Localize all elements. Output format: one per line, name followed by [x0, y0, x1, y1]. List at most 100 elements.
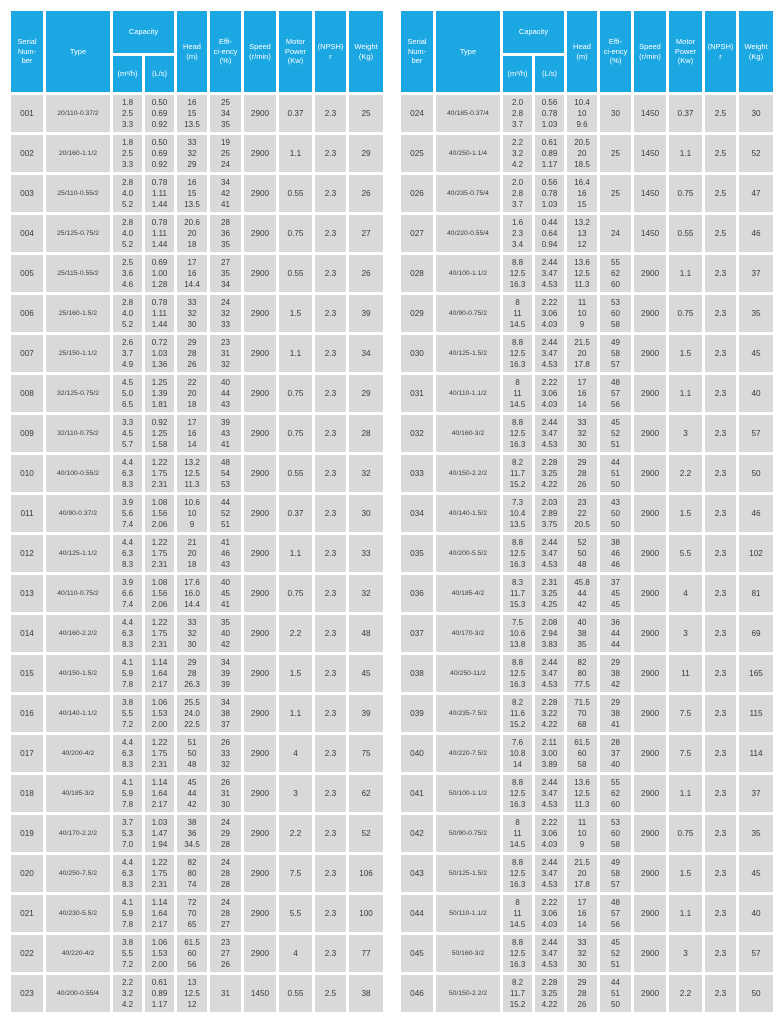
cell-serial: 041 — [401, 775, 433, 812]
cell-m3h: 3.9 5.6 7.4 — [113, 495, 142, 532]
cell-head: 16.4 16 15 — [567, 175, 597, 212]
cell-efficiency: 24 28 27 — [210, 895, 241, 932]
cell-head: 16 15 13.5 — [177, 175, 207, 212]
cell-m3h: 8 11 14.5 — [503, 895, 532, 932]
table-row: 007 25/150-1.1/2 2.6 3.7 4.9 0.72 1.03 1.36… — [11, 335, 383, 372]
cell-head: 71.5 70 68 — [567, 695, 597, 732]
cell-efficiency: 44 51 50 — [600, 975, 631, 1012]
cell-power: 1.1 — [279, 335, 312, 372]
cell-type: 40/220-0.55/4 — [436, 215, 500, 252]
cell-speed: 2900 — [244, 455, 276, 492]
table-header: Serial Num- ber Type Capacity Head (m) E… — [11, 11, 383, 92]
cell-m3h: 4.4 6.3 8.3 — [113, 735, 142, 772]
cell-speed: 2900 — [634, 815, 666, 852]
cell-npsh: 2.3 — [315, 455, 346, 492]
cell-m3h: 8.2 11.7 15.2 — [503, 455, 532, 492]
cell-npsh: 2.3 — [315, 855, 346, 892]
table-row: 042 50/90-0.75/2 8 11 14.5 2.22 3.06 4.03 11… — [401, 815, 773, 852]
cell-efficiency: 24 — [600, 215, 631, 252]
cell-serial: 013 — [11, 575, 43, 612]
cell-power: 3 — [669, 615, 702, 652]
cell-ls: 1.22 1.75 2.31 — [145, 615, 174, 652]
table-row: 008 32/125-0.75/2 4.5 5.0 6.5 1.25 1.39 1.8… — [11, 375, 383, 412]
cell-ls: 0.56 0.78 1.03 — [535, 95, 564, 132]
cell-head: 29 28 26 — [177, 335, 207, 372]
table-row: 036 40/185-4/2 8.3 11.7 15.3 2.31 3.25 4.25… — [401, 575, 773, 612]
cell-speed: 2900 — [244, 135, 276, 172]
cell-speed: 2900 — [244, 895, 276, 932]
cell-efficiency: 44 51 50 — [600, 455, 631, 492]
cell-type: 40/125-1.5/2 — [436, 335, 500, 372]
cell-head: 13.2 13 12 — [567, 215, 597, 252]
cell-m3h: 8 11 14.5 — [503, 375, 532, 412]
cell-weight: 25 — [349, 95, 383, 132]
cell-npsh: 2.3 — [315, 535, 346, 572]
cell-head: 13 12.5 12 — [177, 975, 207, 1012]
col-header-speed: Speed (r/min) — [244, 11, 276, 92]
cell-speed: 2900 — [634, 655, 666, 692]
cell-npsh: 2.3 — [705, 815, 736, 852]
cell-power: 0.75 — [279, 575, 312, 612]
cell-type: 40/100-1.1/2 — [436, 255, 500, 292]
cell-m3h: 8 11 14.5 — [503, 295, 532, 332]
cell-ls: 2.44 3.47 4.53 — [535, 535, 564, 572]
cell-serial: 009 — [11, 415, 43, 452]
cell-serial: 001 — [11, 95, 43, 132]
cell-weight: 27 — [349, 215, 383, 252]
table-header: Serial Num- ber Type Capacity Head (m) E… — [401, 11, 773, 92]
cell-weight: 26 — [349, 255, 383, 292]
table-row: 025 40/250-1.1/4 2.2 3.2 4.2 0.61 0.89 1.17… — [401, 135, 773, 172]
cell-power: 3 — [669, 415, 702, 452]
cell-weight: 57 — [739, 935, 773, 972]
cell-m3h: 2.8 4.0 5.2 — [113, 215, 142, 252]
cell-head: 20.5 20 18.5 — [567, 135, 597, 172]
cell-serial: 010 — [11, 455, 43, 492]
cell-power: 1.5 — [669, 335, 702, 372]
cell-efficiency: 48 57 56 — [600, 375, 631, 412]
cell-type: 40/235-7.5/2 — [436, 695, 500, 732]
cell-ls: 0.78 1.11 1.44 — [145, 295, 174, 332]
cell-weight: 35 — [739, 295, 773, 332]
cell-head: 13.6 12.5 11.3 — [567, 255, 597, 292]
cell-power: 4 — [279, 935, 312, 972]
cell-speed: 2900 — [634, 895, 666, 932]
cell-type: 40/200-0.55/4 — [46, 975, 110, 1012]
cell-speed: 2900 — [244, 335, 276, 372]
cell-ls: 2.28 3.25 4.22 — [535, 455, 564, 492]
cell-head: 17.6 16.0 14.4 — [177, 575, 207, 612]
cell-serial: 022 — [11, 935, 43, 972]
col-header-capacity: Capacity — [113, 11, 174, 53]
cell-npsh: 2.3 — [705, 975, 736, 1012]
col-header-capacity-ls: (L/s) — [145, 56, 174, 92]
table-row: 028 40/100-1.1/2 8.8 12.5 16.3 2.44 3.47 4.… — [401, 255, 773, 292]
col-header-weight: Weight (Kg) — [739, 11, 773, 92]
cell-power: 1.1 — [669, 375, 702, 412]
cell-serial: 040 — [401, 735, 433, 772]
cell-serial: 005 — [11, 255, 43, 292]
table-row: 034 40/140-1.5/2 7.3 10.4 13.5 2.03 2.89 3.… — [401, 495, 773, 532]
table-row: 003 25/110-0.55/2 2.8 4.0 5.2 0.78 1.11 1.4… — [11, 175, 383, 212]
cell-serial: 012 — [11, 535, 43, 572]
cell-efficiency: 23 27 26 — [210, 935, 241, 972]
cell-efficiency: 37 45 45 — [600, 575, 631, 612]
cell-efficiency: 25 — [600, 135, 631, 172]
cell-speed: 2900 — [634, 855, 666, 892]
cell-speed: 2900 — [634, 575, 666, 612]
cell-weight: 34 — [349, 335, 383, 372]
cell-efficiency: 44 52 51 — [210, 495, 241, 532]
cell-weight: 45 — [739, 855, 773, 892]
pump-table-right: Serial Num- ber Type Capacity Head (m) E… — [398, 8, 776, 1015]
cell-power: 1.1 — [669, 255, 702, 292]
cell-efficiency: 34 42 41 — [210, 175, 241, 212]
cell-serial: 006 — [11, 295, 43, 332]
cell-head: 29 28 26.3 — [177, 655, 207, 692]
cell-weight: 115 — [739, 695, 773, 732]
cell-serial: 033 — [401, 455, 433, 492]
cell-speed: 2900 — [244, 815, 276, 852]
cell-power: 0.55 — [669, 215, 702, 252]
cell-npsh: 2.3 — [315, 95, 346, 132]
cell-efficiency: 30 — [600, 95, 631, 132]
cell-ls: 2.22 3.06 4.03 — [535, 295, 564, 332]
cell-type: 25/150-1.1/2 — [46, 335, 110, 372]
cell-speed: 2900 — [244, 95, 276, 132]
